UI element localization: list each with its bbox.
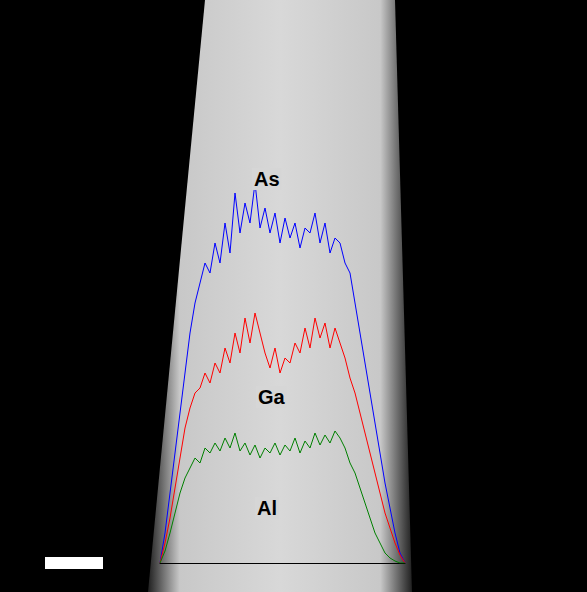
svg-text:Al: Al (257, 497, 277, 519)
svg-text:Ga: Ga (258, 386, 286, 408)
svg-text:As: As (254, 168, 280, 190)
